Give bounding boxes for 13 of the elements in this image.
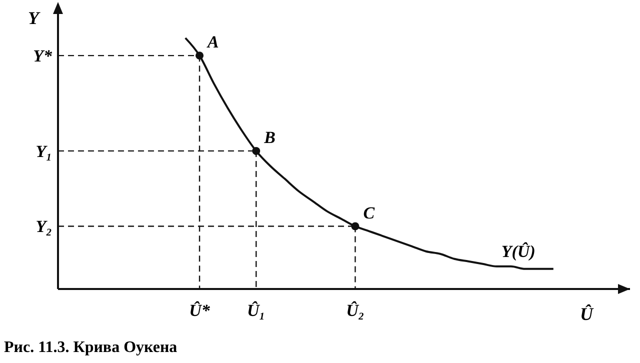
ref-line-label: Y₁ — [36, 142, 52, 161]
y-axis-title: Y — [28, 8, 41, 28]
x-tick-label: Û₁ — [247, 301, 266, 320]
annotation: B — [263, 128, 276, 147]
x-tick-label: Û* — [189, 301, 210, 320]
annotation: C — [363, 203, 376, 222]
ref-line-label: Y₂ — [36, 217, 52, 236]
ref-line-label: Y* — [33, 46, 52, 66]
x-tick-label: Û₂ — [346, 301, 364, 320]
annotation: A — [206, 32, 219, 52]
text: Рис. 11.3. Крива Оукена — [4, 339, 178, 356]
series-label: Y(Û) — [501, 242, 536, 261]
x-axis-title: Û — [580, 304, 594, 324]
